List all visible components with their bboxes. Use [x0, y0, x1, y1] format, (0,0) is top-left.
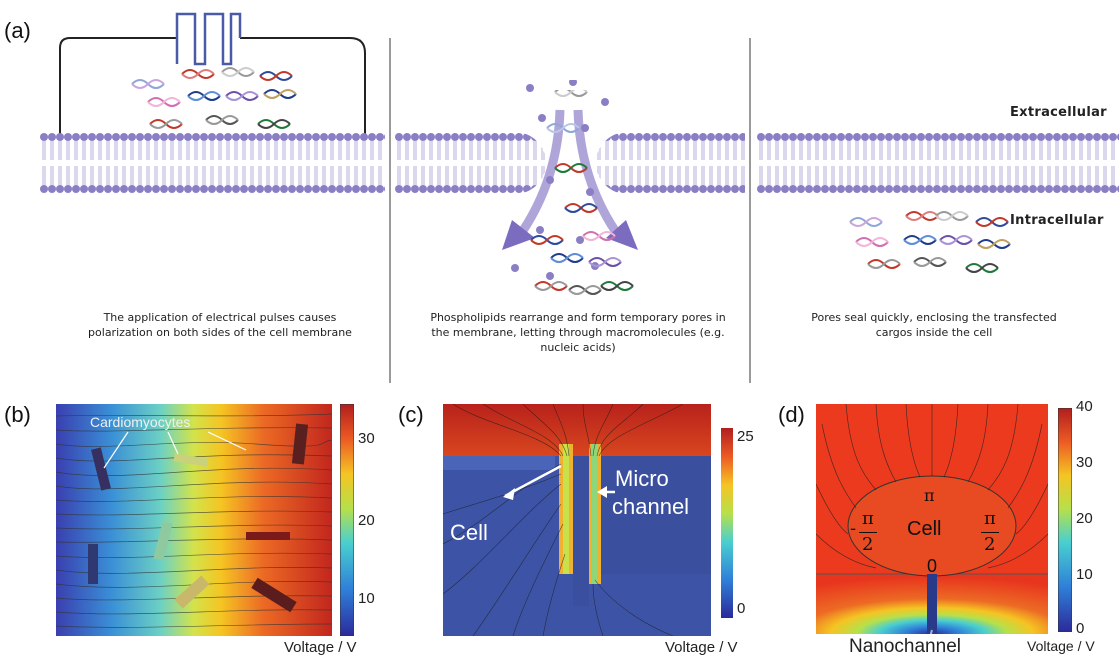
colorbar-b	[340, 404, 354, 636]
membrane-intact	[40, 132, 385, 194]
colorbar-b-title: Voltage / V	[284, 639, 357, 656]
microchannel-field-map	[443, 404, 711, 636]
square-pulse-icon	[175, 12, 242, 66]
angle-zero-bottom: 0	[927, 556, 938, 576]
colorbar-c	[721, 428, 733, 618]
colorbar-b-tick: 20	[358, 512, 375, 529]
panel-a-label: (a)	[4, 18, 31, 43]
colorbar-d-tick: 30	[1076, 454, 1093, 471]
cardiomyocyte-cells	[88, 423, 309, 613]
panel-b-label: (b)	[4, 402, 31, 427]
cell-annotation: Cell	[450, 520, 488, 545]
nucleic-acid-cargo-intracellular	[849, 211, 1011, 273]
cardiomyocyte-field-map	[56, 404, 332, 636]
cell-label-d: Cell	[907, 518, 942, 540]
angle-right-denominator: 2	[984, 534, 996, 555]
colorbar-d-tick: 10	[1076, 566, 1093, 583]
colorbar-d	[1058, 408, 1072, 632]
colorbar-b-tick: 30	[358, 430, 375, 447]
colorbar-c-tick: 25	[737, 428, 754, 445]
membrane-with-pore	[395, 132, 745, 194]
panel-c-label: (c)	[398, 402, 424, 427]
extracellular-label: Extracellular	[1010, 105, 1107, 120]
colorbar-b-tick: 10	[358, 590, 375, 607]
colorbar-d-tick: 40	[1076, 398, 1093, 415]
caption-step-3: Pores seal quickly, enclosing the transf…	[811, 311, 1057, 339]
microchannel-annotation-line1: Micro	[615, 466, 669, 491]
nanochannel-annotation: Nanochannel	[849, 636, 961, 657]
nucleic-acid-cargo-pore	[530, 90, 634, 295]
colorbar-d-tick: 0	[1076, 620, 1085, 637]
membrane-resealed	[757, 132, 1119, 194]
cardiomyocytes-annotation: Cardiomyocytes	[90, 414, 191, 430]
nanochannel-field-map	[816, 404, 1048, 634]
intracellular-label: Intracellular	[1010, 213, 1104, 228]
panel-d-label: (d)	[778, 402, 805, 427]
colorbar-c-title: Voltage / V	[665, 639, 738, 656]
caption-step-1: The application of electrical pulses cau…	[88, 311, 352, 339]
angle-pi-top: π	[924, 486, 935, 505]
microchannel-annotation-line2: channel	[612, 494, 690, 519]
electrical-pulse-circuit	[59, 12, 366, 136]
colorbar-c-tick: 0	[737, 600, 746, 617]
angle-right-numerator: π	[984, 508, 996, 529]
nucleic-acid-cargo-extracellular	[131, 67, 297, 129]
angle-left-denominator: 2	[862, 534, 874, 555]
colorbar-d-tick: 20	[1076, 510, 1093, 527]
angle-left-fraction-bar	[859, 532, 877, 533]
colorbar-d-title: Voltage / V	[1027, 638, 1095, 654]
angle-left-sign: -	[850, 518, 857, 539]
panel-divider-1	[389, 38, 391, 383]
caption-step-2: Phospholipids rearrange and form tempora…	[430, 311, 726, 354]
angle-right-fraction-bar	[981, 532, 999, 533]
panel-divider-2	[749, 38, 751, 383]
angle-left-numerator: π	[862, 508, 874, 529]
